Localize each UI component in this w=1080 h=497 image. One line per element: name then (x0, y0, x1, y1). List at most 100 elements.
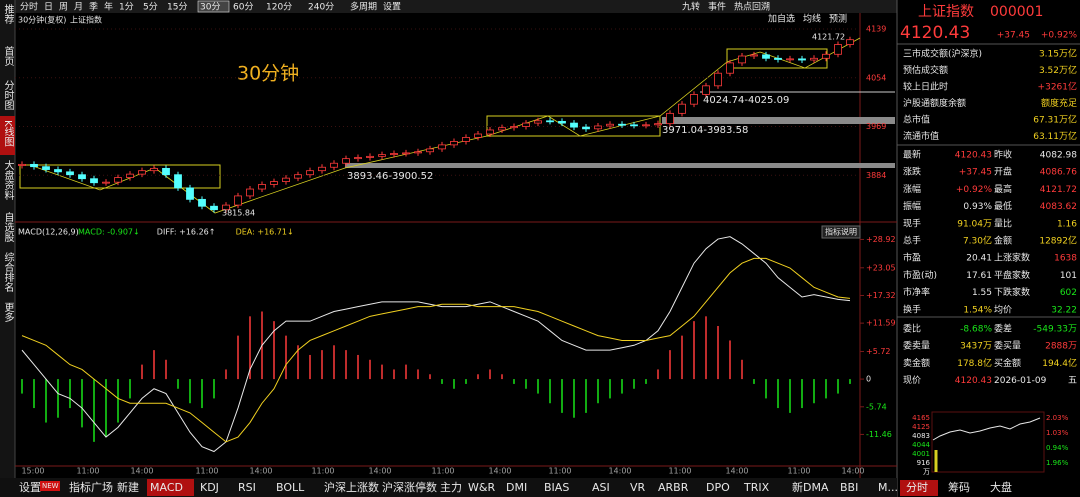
period-tab[interactable]: 1分 (119, 2, 134, 13)
period-tab[interactable]: 30分 (200, 2, 220, 13)
indicator-button-label[interactable]: 指标说明 (825, 227, 857, 237)
tool-button[interactable]: 热点回溯 (734, 1, 770, 13)
indicator-tab[interactable]: 主力 (440, 481, 462, 494)
candle (726, 62, 734, 74)
candle (54, 169, 62, 173)
quote-label: 涨跌 (903, 167, 921, 178)
quote-label: 最低 (994, 200, 1012, 212)
mini-axis-label: 2.03% (1046, 414, 1069, 422)
sidebar-tab[interactable]: 更多 (2, 302, 14, 323)
chart-subtitle: 30分钟(复权) (18, 15, 66, 25)
sidebar-tab[interactable]: 自选股 (2, 211, 14, 243)
last-price: 4120.43 (900, 23, 970, 43)
sidebar-tab[interactable]: 推荐 (2, 3, 14, 25)
indicator-tab[interactable]: BOLL (276, 481, 305, 494)
quote-value: 4082.98 (1040, 151, 1077, 161)
time-label: 11:00 (787, 467, 810, 476)
indicator-tab[interactable]: BIAS (544, 481, 569, 494)
tool-button[interactable]: 均线 (803, 13, 821, 25)
indicator-tab[interactable]: VR (630, 481, 646, 494)
quote-value: 91.04万 (957, 219, 992, 229)
mini-axis-label: 4125 (912, 423, 930, 431)
candle (774, 57, 782, 60)
macd-legend: MACD: -0.907↓ (78, 228, 140, 237)
period-tab[interactable]: 15分 (167, 2, 187, 13)
candle (678, 103, 686, 114)
quote-value: 1.16 (1057, 219, 1077, 229)
indicator-tab[interactable]: 设置 (19, 481, 41, 494)
candle (198, 198, 206, 207)
period-tab[interactable]: 日 (44, 2, 53, 13)
period-tab[interactable]: 周 (59, 2, 68, 13)
indicator-tab[interactable]: ASI (592, 481, 610, 494)
time-label: 11:00 (195, 467, 218, 476)
period-tab[interactable]: 年 (104, 1, 113, 13)
quote-value: 20.41 (966, 254, 992, 264)
quote-value: 4120.43 (955, 151, 992, 161)
tool-button[interactable]: 九转 (682, 1, 700, 13)
indicator-tab[interactable]: MACD (150, 481, 183, 494)
candle (66, 171, 74, 176)
indicator-tab[interactable]: DMI (506, 481, 527, 494)
period-tab[interactable]: 60分 (233, 2, 253, 13)
price-annotation: 4024.74-4025.09 (703, 95, 789, 106)
time-label: 14:00 (725, 467, 748, 476)
candle (318, 166, 326, 172)
indicator-tab[interactable]: 沪深涨停数 (382, 480, 437, 494)
time-label: 11:00 (76, 467, 99, 476)
indicator-tab[interactable]: 指标广场 (69, 480, 113, 494)
period-tab[interactable]: 多周期 (350, 1, 377, 13)
sidebar-tab[interactable]: 大盘资料 (2, 159, 14, 201)
sidebar-tab[interactable]: 分时图 (2, 80, 14, 111)
indicator-tab[interactable]: BBI (840, 481, 858, 494)
price-annotation: 3893.46-3900.52 (347, 171, 433, 182)
period-tab[interactable]: 分时 (20, 1, 38, 13)
period-tab[interactable]: 120分 (266, 2, 292, 13)
price-tick-label: 3884 (866, 171, 886, 180)
tool-button[interactable]: 预测 (829, 14, 847, 25)
sidebar-tab[interactable]: K线图 (2, 120, 14, 147)
indicator-tab[interactable]: RSI (238, 481, 256, 494)
indicator-tab[interactable]: W&R (468, 481, 495, 494)
period-tab[interactable]: 设置 (383, 2, 401, 13)
side-tab[interactable]: 筹码 (948, 480, 970, 494)
period-tab[interactable]: 季 (89, 1, 98, 13)
side-tab[interactable]: 大盘 (990, 480, 1012, 494)
indicator-tab[interactable]: 沪深上涨数 (324, 480, 379, 494)
indicator-tab[interactable]: KDJ (200, 481, 219, 494)
mini-chart (931, 411, 1045, 473)
indicator-tab[interactable]: M... (878, 481, 898, 494)
indicator-tab[interactable]: DPO (706, 481, 730, 494)
tool-button[interactable]: 加自选 (768, 13, 795, 25)
sidebar-tab[interactable]: 首页 (2, 45, 14, 67)
period-tab[interactable]: 月 (74, 2, 83, 13)
candle (18, 163, 26, 166)
summary-value: +3261亿 (1038, 81, 1077, 93)
mini-axis-label: 4165 (912, 414, 930, 422)
candle (486, 129, 494, 135)
side-tab[interactable]: 分时 (906, 481, 928, 494)
period-tab[interactable]: 240分 (308, 2, 334, 13)
candle (90, 178, 98, 184)
time-label: 14:00 (130, 467, 153, 476)
summary-value: 67.31万亿 (1033, 114, 1077, 126)
quote-value: 194.4亿 (1042, 357, 1077, 369)
candle (654, 123, 662, 126)
indicator-tab[interactable]: 新DMA (792, 480, 829, 494)
mini-axis-label: 4001 (912, 450, 930, 458)
quote-label: 市净率 (903, 286, 930, 298)
indicator-tab[interactable]: 新建 (117, 480, 139, 494)
indicator-tab[interactable]: ARBR (658, 481, 689, 494)
tool-button[interactable]: 事件 (708, 1, 726, 13)
indicator-tab[interactable]: TRIX (743, 481, 770, 494)
candle (846, 39, 854, 45)
indicator-button[interactable] (821, 225, 861, 239)
candle (630, 124, 638, 127)
quote-label: 开盘 (994, 166, 1012, 178)
time-label: 14:00 (488, 467, 511, 476)
quote-value: 1.54% (963, 305, 992, 315)
candle (378, 154, 386, 157)
period-tab[interactable]: 5分 (143, 2, 158, 13)
sidebar-tab[interactable]: 综合排名 (2, 251, 14, 293)
